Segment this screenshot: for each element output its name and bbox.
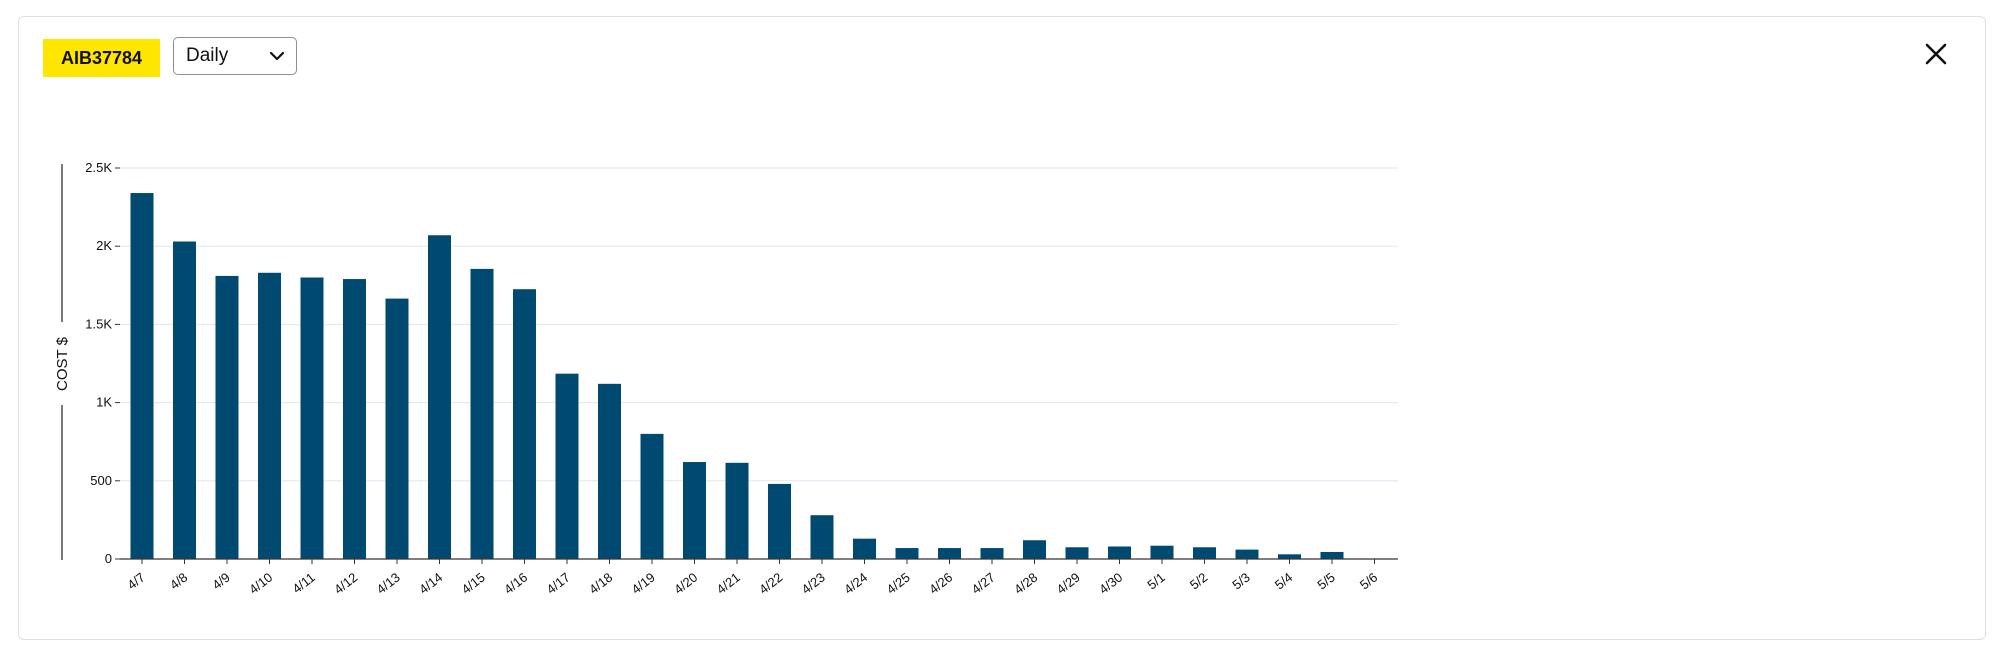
bar-4-8: [173, 241, 196, 559]
bar-4-20: [683, 462, 706, 559]
x-tick-label: 4/13: [374, 570, 403, 597]
x-tick-label: 5/6: [1357, 570, 1380, 593]
bar-5-4: [1278, 554, 1301, 559]
close-icon[interactable]: [1919, 37, 1953, 71]
x-tick-label: 4/8: [167, 570, 190, 593]
y-tick-label: 500: [90, 473, 112, 488]
bar-5-1: [1150, 545, 1174, 559]
x-tick-label: 4/21: [714, 570, 743, 597]
bar-5-3: [1235, 549, 1259, 559]
y-tick-label: 2K: [96, 238, 112, 253]
bar-4-11: [300, 277, 324, 559]
bar-4-18: [598, 383, 621, 559]
y-tick-label: 0: [105, 551, 112, 566]
x-tick-label: 4/12: [331, 570, 360, 597]
x-tick-label: 4/19: [629, 570, 658, 597]
x-tick-label: 4/23: [799, 570, 828, 597]
x-tick-label: 4/10: [246, 570, 275, 597]
y-tick-label: 2.5K: [85, 160, 112, 175]
x-tick-label: 4/26: [926, 570, 955, 597]
account-badge: AIB37784: [43, 39, 161, 77]
y-tick-label: 1.5K: [85, 316, 112, 331]
x-tick-label: 4/16: [501, 570, 530, 597]
x-tick-label: 4/14: [416, 570, 445, 597]
bar-5-2: [1193, 547, 1216, 559]
bar-4-19: [640, 433, 664, 559]
bar-4-28: [1023, 540, 1046, 559]
bar-4-30: [1108, 546, 1131, 559]
x-tick-label: 4/29: [1054, 570, 1083, 597]
x-tick-label: 5/4: [1272, 570, 1295, 593]
x-tick-label: 4/27: [969, 570, 998, 597]
bar-4-24: [853, 538, 876, 559]
bar-4-25: [895, 548, 919, 559]
x-tick-label: 4/9: [209, 570, 232, 593]
y-axis-title-group: COST $: [54, 164, 71, 560]
x-tick-label: 5/5: [1314, 570, 1337, 593]
x-tick-label: 4/17: [544, 570, 573, 597]
chevron-down-icon: [269, 51, 285, 61]
x-tick-label: 4/15: [459, 570, 488, 597]
bar-5-5: [1320, 551, 1344, 559]
x-tick-label: 5/2: [1187, 570, 1210, 593]
grid-lines: [120, 167, 1398, 482]
bar-4-13: [385, 298, 409, 559]
bar-4-23: [810, 515, 834, 559]
x-tick-label: 4/30: [1096, 570, 1125, 597]
bar-4-17: [555, 373, 579, 559]
bar-4-22: [768, 483, 791, 559]
bar-4-10: [258, 272, 281, 559]
x-tick-label: 4/25: [884, 570, 913, 597]
bar-4-7: [130, 193, 154, 560]
x-tick-label: 4/11: [289, 570, 317, 597]
bar-4-12: [343, 279, 366, 559]
bar-4-14: [428, 235, 451, 559]
period-select[interactable]: Daily: [173, 37, 297, 75]
x-tick-label: 5/1: [1144, 570, 1167, 593]
period-select-value: Daily: [186, 45, 229, 66]
bar-4-15: [470, 268, 494, 559]
x-tick-label: 4/20: [671, 570, 700, 597]
bar-4-26: [938, 548, 961, 559]
bars: [130, 193, 1344, 560]
x-tick-label: 4/24: [841, 570, 870, 597]
bar-4-21: [725, 462, 749, 559]
x-tick-label: 4/28: [1011, 570, 1040, 597]
bar-4-9: [215, 275, 239, 559]
y-axis-title: COST $: [54, 336, 71, 391]
bar-4-16: [513, 289, 536, 559]
y-tick-label: 1K: [96, 395, 112, 410]
x-tick-label: 4/22: [756, 570, 785, 597]
x-tick-label: 4/18: [586, 570, 615, 597]
bar-4-29: [1065, 547, 1089, 559]
x-tick-label: 4/7: [124, 570, 147, 593]
bar-4-27: [980, 548, 1004, 559]
x-tick-label: 5/3: [1229, 570, 1252, 593]
